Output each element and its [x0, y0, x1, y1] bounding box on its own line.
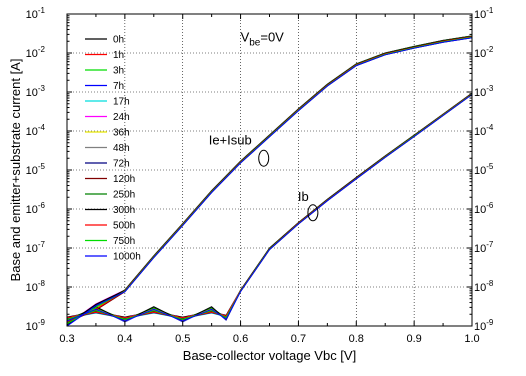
legend-label: 750h: [113, 236, 135, 247]
legend-label: 250h: [113, 190, 135, 201]
legend: 0h 1h 3h 7h 17h 24h 36h 48h 72h 120h 250h 300h 500h 7…: [85, 35, 141, 263]
y-tick-label-right: 10-6: [474, 201, 494, 216]
ticks: [66, 13, 473, 327]
legend-label: 17h: [113, 97, 130, 108]
y-tick-label-right: 10-4: [474, 123, 494, 138]
x-tick-label: 1.0: [464, 333, 479, 345]
x-tick-label: 0.8: [349, 333, 364, 345]
y-tick-label-right: 10-8: [474, 279, 494, 294]
x-axis-title: Base-collector voltage Vbc [V]: [183, 348, 356, 363]
y-tick-label-right: 10-9: [474, 318, 494, 333]
legend-label: 300h: [113, 205, 135, 216]
legend-label: 48h: [113, 143, 130, 154]
legend-label: 7h: [113, 81, 124, 92]
legend-label: 0h: [113, 35, 124, 46]
legend-label: 500h: [113, 221, 135, 232]
y-tick-label: 10-6: [26, 201, 46, 216]
x-tick-label: 0.3: [59, 333, 74, 345]
y-tick-label: 10-8: [26, 279, 46, 294]
annotation-label: Ib: [298, 189, 309, 204]
y-tick-label-right: 10-5: [474, 162, 494, 177]
x-tick-label: 0.7: [291, 333, 306, 345]
y-tick-label: 10-5: [26, 162, 46, 177]
x-tick-label: 0.9: [406, 333, 421, 345]
annotation-marker: [258, 149, 270, 167]
x-tick-label: 0.6: [233, 333, 248, 345]
y-axis-title: Base and emitter+substrate current [A]: [8, 59, 23, 282]
annotation-label: Ie+Isub: [209, 132, 252, 147]
x-tick-labels: 0.3 0.4 0.5 0.6 0.7 0.8 0.9 1.0: [59, 333, 479, 345]
y-tick-label-right: 10-3: [474, 84, 494, 99]
legend-label: 24h: [113, 112, 130, 123]
y-tick-label-right: 10-2: [474, 45, 494, 60]
legend-label: 120h: [113, 174, 135, 185]
y-tick-label: 10-9: [26, 318, 46, 333]
y-tick-label-right: 10-7: [474, 240, 494, 255]
series-ie-isub-line: [66, 37, 473, 327]
legend-label: 3h: [113, 66, 124, 77]
legend-label: 72h: [113, 159, 130, 170]
series-ib-line: [66, 94, 473, 322]
y-tick-label: 10-1: [26, 6, 46, 21]
condition-label: Vbe=0V: [241, 29, 285, 48]
condition-sub: be: [249, 37, 261, 48]
y-tick-label-right: 10-1: [474, 6, 494, 21]
y-tick-labels: 10-1 10-1 10-2 10-2 10-3 10-3 10-4 10-4 10-5 10-5…: [26, 6, 494, 333]
y-tick-label: 10-4: [26, 123, 46, 138]
y-tick-label: 10-2: [26, 45, 46, 60]
x-tick-label: 0.5: [175, 333, 190, 345]
y-tick-label: 10-3: [26, 84, 46, 99]
condition-rest: =0V: [260, 29, 284, 44]
legend-label: 1h: [113, 50, 124, 61]
grid: [66, 13, 473, 327]
x-tick-label: 0.4: [117, 333, 132, 345]
legend-label: 36h: [113, 128, 130, 139]
condition-main: V: [241, 29, 250, 44]
svg-text:Vbe=0V: Vbe=0V: [241, 29, 285, 48]
legend-label: 1000h: [113, 252, 141, 263]
annotations: Ie+Isub Ib: [209, 132, 319, 222]
y-tick-label: 10-7: [26, 240, 46, 255]
annotation-marker: [307, 204, 319, 222]
curves: [66, 35, 473, 327]
